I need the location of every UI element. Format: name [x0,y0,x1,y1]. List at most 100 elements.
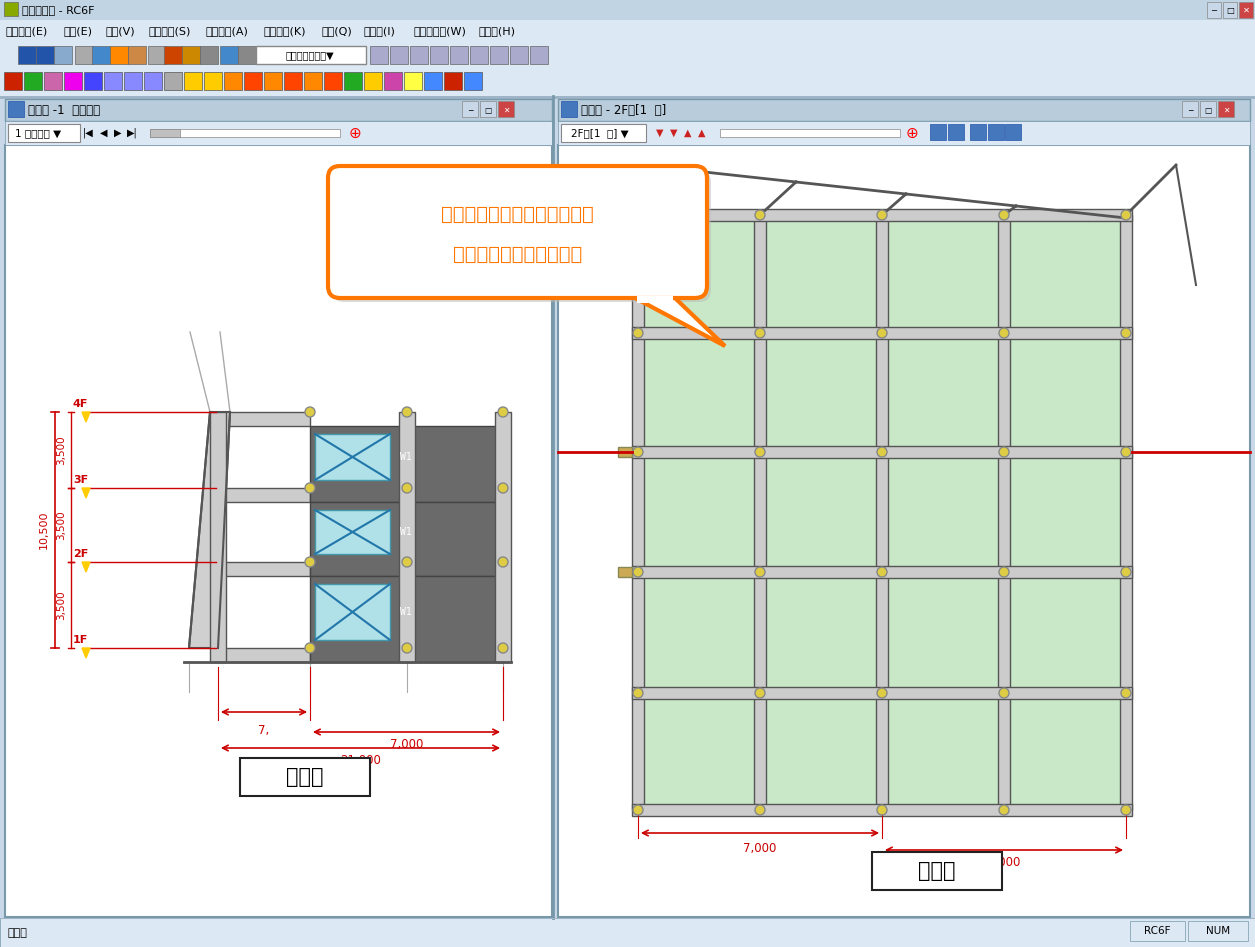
Bar [644,339,754,446]
Bar [464,72,482,90]
Circle shape [402,557,412,567]
Bar [1224,2,1237,18]
Text: 7,000: 7,000 [390,738,423,751]
Bar [561,101,577,117]
Circle shape [305,557,315,567]
Bar [5,121,552,145]
Bar [471,46,488,64]
FancyBboxPatch shape [328,166,707,298]
Bar [1010,339,1119,446]
FancyBboxPatch shape [333,170,712,302]
Text: ⊕: ⊕ [906,126,919,140]
Text: 平面図: 平面図 [919,861,956,881]
Bar [315,510,390,554]
Text: ─: ─ [468,105,472,115]
Circle shape [633,210,643,220]
Bar [344,72,361,90]
Bar [1200,101,1216,117]
Bar [0,0,1255,20]
Text: □: □ [1205,105,1211,115]
Bar [930,124,946,140]
Text: 21,000: 21,000 [340,754,382,767]
Circle shape [999,210,1009,220]
Circle shape [756,688,766,698]
Bar [558,121,1250,145]
Bar [889,221,998,327]
Bar [64,72,82,90]
Bar [182,46,200,64]
Bar [494,412,511,662]
Bar [92,46,110,64]
Bar [223,72,242,90]
Text: RC6F: RC6F [1143,926,1170,936]
Bar [617,447,633,457]
Bar [998,215,1010,810]
Text: ✕: ✕ [1222,105,1229,115]
Bar [240,758,370,796]
Circle shape [498,483,508,493]
Circle shape [633,447,643,457]
Bar [404,72,422,90]
Circle shape [756,805,766,815]
Bar [0,20,1255,42]
Bar [1010,578,1119,687]
Bar [889,458,998,566]
Bar [0,0,1255,20]
Text: 1 フレーム ▼: 1 フレーム ▼ [15,128,61,138]
Circle shape [498,407,508,417]
Text: 1F: 1F [73,635,88,645]
Bar [324,72,343,90]
Bar [390,46,408,64]
Bar [164,72,182,90]
Bar [889,339,998,446]
Bar [644,699,754,804]
Circle shape [756,447,766,457]
Text: 階を指定してこ▼: 階を指定してこ▼ [286,50,334,60]
Circle shape [633,328,643,338]
Text: 部材等を配置できます。: 部材等を配置できます。 [453,244,582,263]
Polygon shape [82,562,90,572]
Text: ヘルプ(H): ヘルプ(H) [478,26,516,36]
Text: 平面図 - 2F層[1  階]: 平面図 - 2F層[1 階] [581,103,666,116]
Bar [766,578,876,687]
Bar [1239,2,1252,18]
Bar [633,327,1132,339]
Text: 3,500: 3,500 [56,510,67,540]
Bar [384,72,402,90]
Text: 特殊荷重(K): 特殊荷重(K) [264,26,306,36]
Bar [218,412,310,426]
Bar [633,687,1132,699]
Bar [1207,2,1221,18]
Text: 7,000: 7,000 [988,856,1020,869]
Circle shape [999,805,1009,815]
Text: ⊕: ⊕ [349,126,361,140]
Circle shape [305,407,315,417]
Circle shape [305,643,315,653]
Bar [220,46,238,64]
Bar [315,584,390,640]
Bar [364,72,382,90]
Bar [889,578,998,687]
Bar [0,42,1255,70]
Bar [24,72,41,90]
Bar [284,72,302,90]
Bar [110,46,128,64]
Text: 4F: 4F [73,399,88,409]
Bar [0,96,1255,99]
Bar [151,129,340,137]
Bar [210,412,226,662]
Bar [633,804,1132,816]
Text: 平面図、立面図のどちらでも: 平面図、立面図のどちらでも [441,205,594,223]
Bar [1010,699,1119,804]
Text: 編集(E): 編集(E) [64,26,93,36]
Bar [310,502,503,576]
Bar [310,576,503,662]
Bar [766,221,876,327]
Circle shape [877,447,887,457]
Bar [498,101,515,117]
Bar [988,124,1004,140]
Polygon shape [82,412,90,422]
Text: ─: ─ [1187,105,1192,115]
Bar [243,72,262,90]
Circle shape [402,643,412,653]
